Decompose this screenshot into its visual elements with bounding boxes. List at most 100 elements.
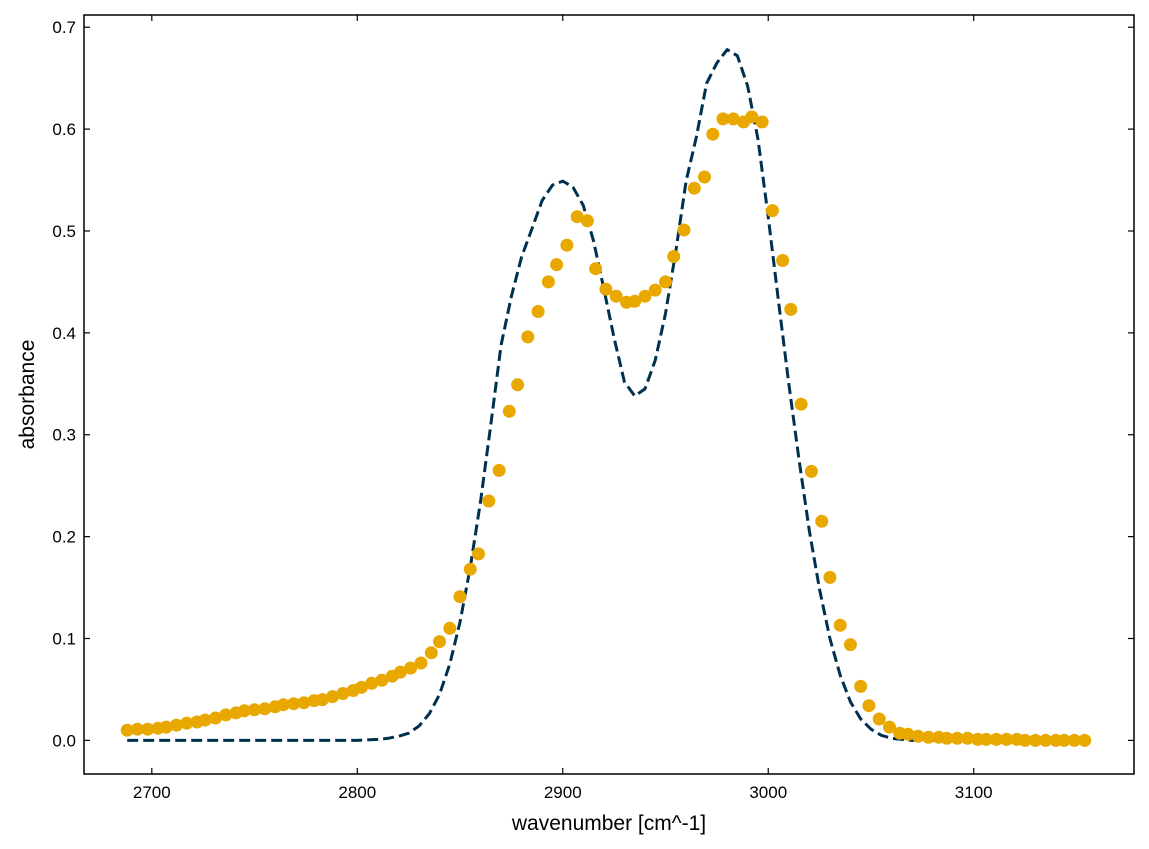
tick-layer: 2700 2800 2900 3000 3100 0.0 0.1 0.2 0.3 0.4 0.5 0.… bbox=[52, 15, 1134, 802]
data-point bbox=[961, 731, 975, 745]
data-point bbox=[502, 404, 516, 418]
data-point bbox=[404, 661, 418, 675]
data-point bbox=[883, 720, 896, 734]
data-point bbox=[315, 693, 329, 707]
data-point bbox=[414, 656, 428, 670]
data-point bbox=[198, 713, 212, 727]
data-point bbox=[815, 514, 829, 528]
data-point bbox=[453, 590, 467, 604]
data-point bbox=[716, 112, 730, 126]
data-point bbox=[336, 687, 350, 700]
y-tick-label: 0.1 bbox=[52, 630, 76, 649]
data-point bbox=[1078, 733, 1092, 747]
data-point bbox=[159, 720, 173, 734]
data-point bbox=[580, 214, 594, 228]
x-tick-label: 3000 bbox=[749, 783, 787, 802]
data-point bbox=[276, 698, 290, 712]
data-point bbox=[677, 223, 691, 237]
y-tick-label: 0.2 bbox=[52, 528, 76, 547]
data-point bbox=[687, 181, 701, 195]
data-point bbox=[599, 282, 613, 296]
x-tick-label: 2900 bbox=[544, 783, 582, 802]
data-point bbox=[1000, 732, 1014, 746]
data-point bbox=[511, 378, 525, 392]
data-point bbox=[989, 732, 1003, 746]
y-tick-label: 0.4 bbox=[52, 324, 76, 343]
data-point bbox=[667, 250, 681, 263]
data-point bbox=[862, 699, 876, 713]
data-point bbox=[823, 570, 837, 584]
data-point bbox=[130, 722, 144, 736]
data-point bbox=[950, 731, 964, 745]
data-point bbox=[755, 115, 769, 129]
data-point bbox=[804, 464, 818, 478]
data-point bbox=[609, 289, 623, 303]
data-point bbox=[443, 621, 457, 635]
data-point bbox=[648, 283, 662, 297]
data-point bbox=[784, 302, 798, 316]
data-point bbox=[180, 716, 194, 730]
data-point bbox=[326, 690, 340, 704]
x-tick-label: 3100 bbox=[955, 783, 993, 802]
data-point bbox=[638, 289, 652, 303]
data-point bbox=[854, 679, 868, 693]
data-point bbox=[979, 732, 993, 746]
data-point bbox=[560, 238, 574, 252]
data-point bbox=[521, 330, 535, 344]
x-tick-label: 2700 bbox=[133, 783, 171, 802]
data-point bbox=[843, 638, 857, 652]
data-point bbox=[237, 704, 251, 718]
data-point bbox=[219, 708, 233, 722]
data-point bbox=[258, 702, 272, 716]
data-point bbox=[1067, 733, 1081, 747]
data-point bbox=[901, 727, 915, 741]
y-tick-label: 0.0 bbox=[52, 731, 76, 750]
data-point bbox=[706, 127, 720, 141]
y-tick-label: 0.3 bbox=[52, 426, 76, 445]
data-point bbox=[726, 112, 740, 126]
data-point bbox=[375, 673, 389, 687]
data-point bbox=[365, 676, 379, 690]
data-point bbox=[354, 680, 368, 694]
y-tick-label: 0.7 bbox=[52, 18, 76, 37]
data-point bbox=[472, 547, 485, 561]
data-point bbox=[120, 723, 134, 737]
data-point bbox=[209, 711, 222, 725]
data-point bbox=[940, 731, 954, 745]
data-point bbox=[745, 110, 759, 124]
y-tick-label: 0.6 bbox=[52, 120, 76, 139]
data-point bbox=[531, 305, 545, 318]
data-point bbox=[541, 275, 555, 289]
data-point bbox=[794, 397, 808, 411]
data-point bbox=[776, 254, 790, 267]
data-point bbox=[297, 696, 311, 710]
y-tick-label: 0.5 bbox=[52, 222, 76, 241]
data-point bbox=[833, 618, 847, 632]
data-point bbox=[628, 294, 642, 308]
data-point bbox=[1039, 733, 1053, 747]
data-point bbox=[1057, 733, 1071, 747]
data-point bbox=[550, 258, 564, 272]
data-point bbox=[482, 494, 496, 508]
data-point bbox=[911, 729, 925, 743]
data-point bbox=[170, 718, 183, 732]
y-axis-label: absorbance bbox=[16, 340, 39, 450]
fit-line bbox=[127, 48, 1085, 742]
data-point bbox=[1018, 733, 1032, 747]
data-point bbox=[872, 712, 886, 726]
data-point bbox=[765, 204, 779, 218]
data-point bbox=[698, 170, 711, 184]
data-point bbox=[463, 562, 477, 576]
axes-frame bbox=[83, 14, 1135, 775]
data-point bbox=[1028, 733, 1042, 747]
data-point bbox=[659, 275, 672, 289]
series-layer bbox=[120, 48, 1092, 747]
data-point bbox=[424, 646, 438, 660]
data-point bbox=[922, 730, 935, 744]
data-point bbox=[492, 463, 506, 477]
x-tick-label: 2800 bbox=[338, 783, 376, 802]
data-point bbox=[393, 665, 407, 679]
x-axis-label: wavenumber [cm^-1] bbox=[511, 812, 706, 835]
